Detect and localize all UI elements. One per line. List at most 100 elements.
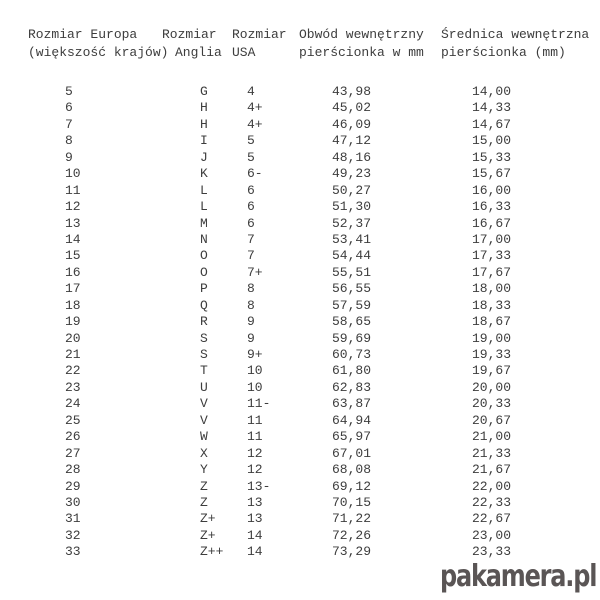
header-size-england-sub: Anglia <box>175 45 222 60</box>
cell-diameter-mm: 14,67 <box>472 116 512 132</box>
cell-size-usa: 7+ <box>247 264 263 280</box>
header-size-usa-sub: USA <box>232 45 256 60</box>
cell-size-europe: 14 <box>65 231 81 247</box>
table-row: 27 X 12 67,01 21,33 <box>0 446 600 462</box>
cell-circumference-mm: 45,02 <box>332 100 372 116</box>
cell-size-england: J <box>200 149 208 165</box>
cell-size-europe: 9 <box>65 149 73 165</box>
table-row: 30 Z 13 70,15 22,33 <box>0 495 600 511</box>
cell-circumference-mm: 59,69 <box>332 330 372 346</box>
table-row: 13 M 6 52,37 16,67 <box>0 216 600 232</box>
cell-size-europe: 27 <box>65 445 81 461</box>
cell-size-usa: 10 <box>247 363 263 379</box>
header-size-europe-sub: (większość krajów) <box>28 45 169 60</box>
cell-size-usa: 6 <box>247 182 255 198</box>
cell-size-usa: 4+ <box>247 100 263 116</box>
table-row: 19 R 9 58,65 18,67 <box>0 314 600 330</box>
cell-size-usa: 10 <box>247 379 263 395</box>
table-row: 9 J 5 48,16 15,33 <box>0 150 600 166</box>
table-row: 28 Y 12 68,08 21,67 <box>0 462 600 478</box>
cell-diameter-mm: 19,67 <box>472 363 512 379</box>
cell-size-england: H <box>200 100 208 116</box>
table-row: 8 I 5 47,12 15,00 <box>0 133 600 149</box>
cell-size-england: L <box>200 199 208 215</box>
table-row: 16 O 7+ 55,51 17,67 <box>0 265 600 281</box>
cell-size-europe: 18 <box>65 297 81 313</box>
cell-size-usa: 4+ <box>247 116 263 132</box>
table-row: 33 Z++ 14 73,29 23,33 <box>0 544 600 560</box>
cell-size-usa: 6 <box>247 199 255 215</box>
table-row: 25 V 11 64,94 20,67 <box>0 413 600 429</box>
table-row: 29 Z 13- 69,12 22,00 <box>0 479 600 495</box>
cell-size-europe: 22 <box>65 363 81 379</box>
cell-size-england: V <box>200 396 208 412</box>
cell-size-europe: 20 <box>65 330 81 346</box>
cell-circumference-mm: 63,87 <box>332 396 372 412</box>
cell-size-europe: 31 <box>65 511 81 527</box>
cell-diameter-mm: 18,67 <box>472 314 512 330</box>
header-inner-diameter: Średnica wewnętrzna <box>441 27 590 42</box>
cell-size-england: U <box>200 379 208 395</box>
table-row: 15 O 7 54,44 17,33 <box>0 248 600 264</box>
cell-size-usa: 7 <box>247 231 255 247</box>
cell-diameter-mm: 16,00 <box>472 182 512 198</box>
cell-size-england: Z++ <box>200 544 224 560</box>
table-row: 5 G 4 43,98 14,00 <box>0 84 600 100</box>
cell-size-england: Z+ <box>200 511 216 527</box>
cell-size-england: N <box>200 231 208 247</box>
cell-size-europe: 15 <box>65 248 81 264</box>
header-size-europe: Rozmiar Europa <box>28 27 138 42</box>
table-row: 14 N 7 53,41 17,00 <box>0 232 600 248</box>
cell-diameter-mm: 16,67 <box>472 215 512 231</box>
cell-circumference-mm: 52,37 <box>332 215 372 231</box>
cell-diameter-mm: 21,67 <box>472 462 512 478</box>
cell-size-europe: 12 <box>65 199 81 215</box>
cell-size-england: M <box>200 215 208 231</box>
header-inner-diameter-sub: pierścionka (mm) <box>441 45 566 60</box>
table-header-line2: (większość krajów) Anglia USA pierścionk… <box>0 45 600 63</box>
cell-size-england: O <box>200 264 208 280</box>
pakamera-logo: pakamera.pl <box>439 559 597 594</box>
table-row: 10 K 6- 49,23 15,67 <box>0 166 600 182</box>
table-row: 22 T 10 61,80 19,67 <box>0 363 600 379</box>
cell-size-europe: 11 <box>65 182 81 198</box>
cell-size-england: P <box>200 281 208 297</box>
cell-circumference-mm: 67,01 <box>332 445 372 461</box>
cell-size-usa: 5 <box>247 133 255 149</box>
table-header-line1: Rozmiar Europa Rozmiar Rozmiar Obwód wew… <box>0 27 600 45</box>
cell-size-europe: 24 <box>65 396 81 412</box>
cell-size-usa: 11- <box>247 396 271 412</box>
cell-size-usa: 14 <box>247 544 263 560</box>
cell-diameter-mm: 22,33 <box>472 494 512 510</box>
cell-circumference-mm: 65,97 <box>332 429 372 445</box>
table-row: 23 U 10 62,83 20,00 <box>0 380 600 396</box>
cell-circumference-mm: 54,44 <box>332 248 372 264</box>
cell-size-usa: 8 <box>247 281 255 297</box>
cell-size-usa: 11 <box>247 429 263 445</box>
cell-size-europe: 28 <box>65 462 81 478</box>
cell-diameter-mm: 18,33 <box>472 297 512 313</box>
cell-size-europe: 30 <box>65 494 81 510</box>
cell-size-europe: 23 <box>65 379 81 395</box>
table-row: 6 H 4+ 45,02 14,33 <box>0 100 600 116</box>
cell-diameter-mm: 20,00 <box>472 379 512 395</box>
cell-size-england: S <box>200 330 208 346</box>
table-row: 12 L 6 51,30 16,33 <box>0 199 600 215</box>
table-row: 20 S 9 59,69 19,00 <box>0 331 600 347</box>
cell-size-england: T <box>200 363 208 379</box>
cell-size-europe: 17 <box>65 281 81 297</box>
cell-circumference-mm: 49,23 <box>332 166 372 182</box>
cell-diameter-mm: 15,33 <box>472 149 512 165</box>
cell-size-europe: 25 <box>65 412 81 428</box>
header-inner-circumference: Obwód wewnętrzny <box>299 27 424 42</box>
cell-circumference-mm: 60,73 <box>332 347 372 362</box>
cell-size-europe: 5 <box>65 84 73 99</box>
cell-size-england: V <box>200 412 208 428</box>
cell-diameter-mm: 19,33 <box>472 347 512 362</box>
cell-diameter-mm: 20,33 <box>472 396 512 412</box>
cell-diameter-mm: 19,00 <box>472 330 512 346</box>
cell-size-usa: 6- <box>247 166 263 182</box>
table-row: 21 S 9+ 60,73 19,33 <box>0 347 600 363</box>
cell-diameter-mm: 21,00 <box>472 429 512 445</box>
table-row: 26 W 11 65,97 21,00 <box>0 429 600 445</box>
